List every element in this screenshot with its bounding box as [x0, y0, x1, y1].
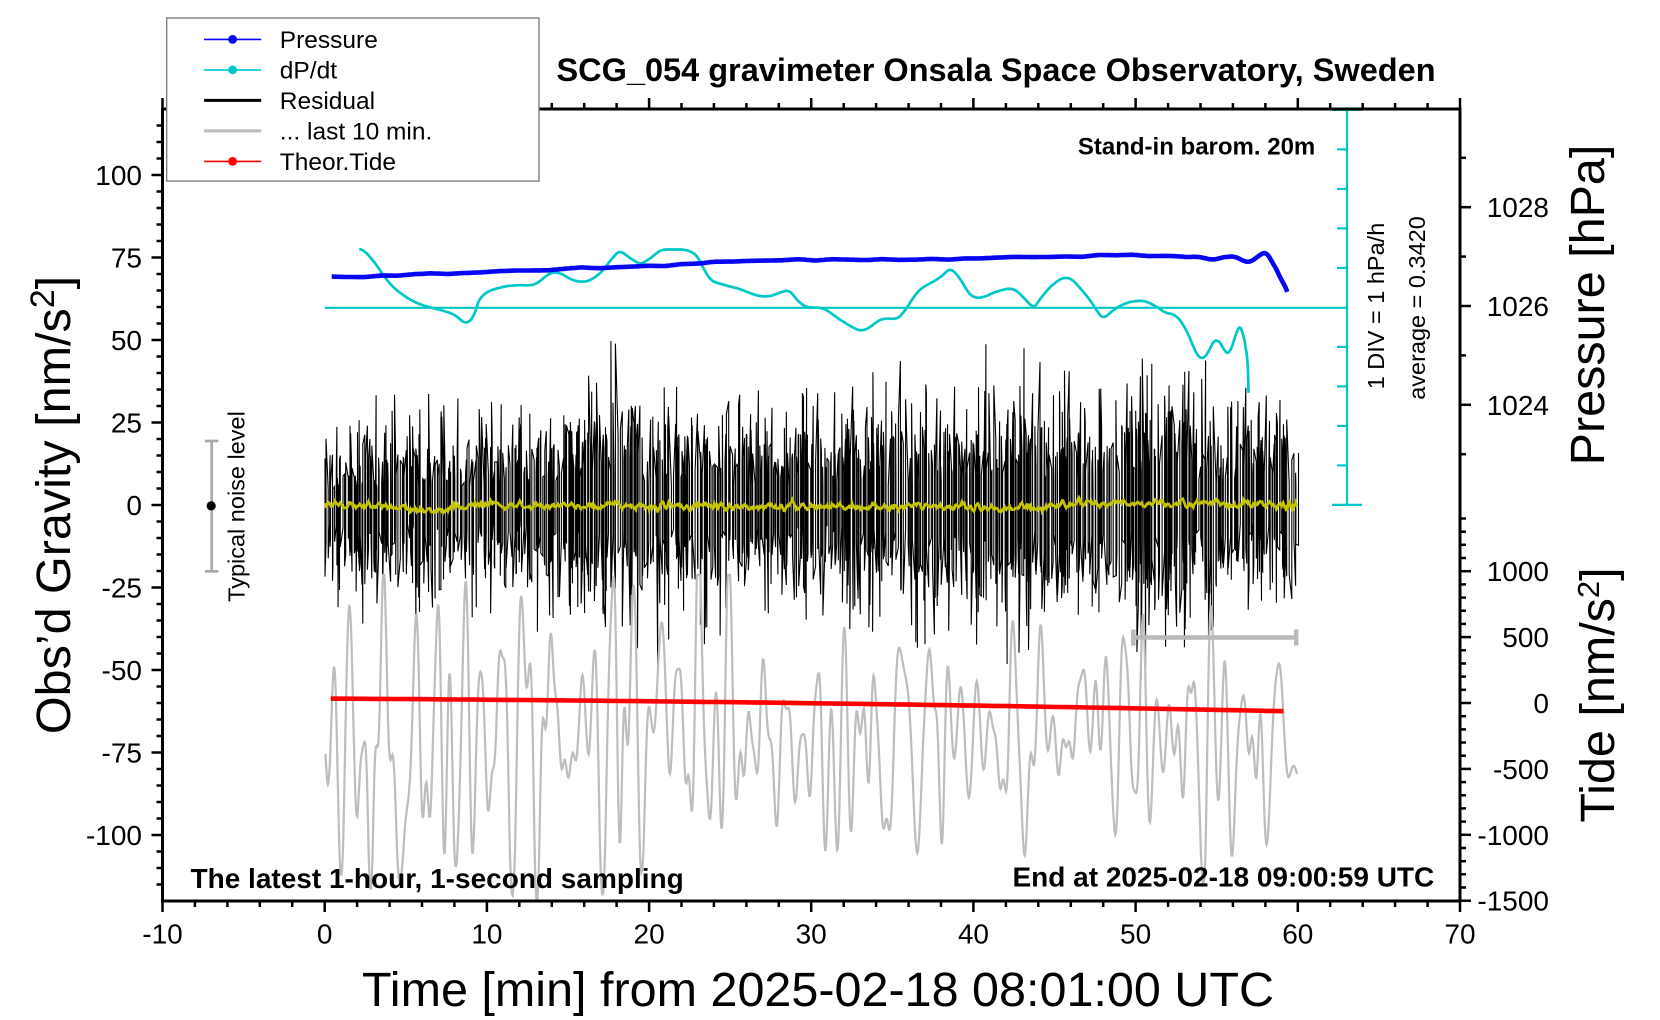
svg-text:25: 25 [111, 408, 142, 439]
svg-text:-500: -500 [1493, 754, 1549, 785]
svg-text:Theor.Tide: Theor.Tide [280, 149, 396, 176]
svg-text:-75: -75 [102, 738, 142, 769]
svg-text:20: 20 [634, 919, 665, 950]
svg-text:0: 0 [317, 919, 333, 950]
svg-text:1 DIV = 1 hPa/h: 1 DIV = 1 hPa/h [1363, 223, 1389, 390]
svg-text:-1000: -1000 [1477, 820, 1549, 851]
svg-text:50: 50 [1120, 919, 1151, 950]
svg-text:Stand-in barom. 20m: Stand-in barom. 20m [1078, 134, 1315, 161]
svg-text:-10: -10 [142, 919, 182, 950]
svg-text:40: 40 [958, 919, 989, 950]
svg-text:100: 100 [95, 160, 142, 191]
svg-text:-100: -100 [86, 820, 142, 851]
svg-text:The latest 1-hour, 1-second sa: The latest 1-hour, 1-second sampling [191, 863, 684, 894]
svg-text:10: 10 [471, 919, 502, 950]
svg-text:500: 500 [1502, 622, 1549, 653]
svg-text:Obs’d Gravity [nm/s2]: Obs’d Gravity [nm/s2] [24, 276, 81, 734]
svg-text:-50: -50 [102, 655, 142, 686]
svg-text:Pressure [hPa]: Pressure [hPa] [1561, 145, 1615, 466]
svg-text:30: 30 [796, 919, 827, 950]
svg-text:-25: -25 [102, 573, 142, 604]
svg-text:0: 0 [126, 490, 142, 521]
svg-text:-1500: -1500 [1477, 886, 1549, 917]
svg-text:1026: 1026 [1487, 291, 1549, 322]
svg-text:Tide [nm/s2]: Tide [nm/s2] [1571, 567, 1625, 822]
svg-text:dP/dt: dP/dt [280, 58, 337, 85]
svg-text:End at 2025-02-18 09:00:59 UTC: End at 2025-02-18 09:00:59 UTC [1013, 861, 1435, 892]
svg-text:Time [min] from 2025-02-18 08:: Time [min] from 2025-02-18 08:01:00 UTC [362, 963, 1274, 1017]
svg-text:Pressure: Pressure [280, 27, 378, 54]
svg-text:60: 60 [1282, 919, 1313, 950]
svg-text:Typical noise level: Typical noise level [224, 411, 250, 602]
svg-text:0: 0 [1533, 688, 1549, 719]
svg-text:1000: 1000 [1487, 556, 1549, 587]
svg-text:75: 75 [111, 243, 142, 274]
svg-text:1024: 1024 [1487, 390, 1549, 421]
svg-text:SCG_054 gravimeter Onsala Spac: SCG_054 gravimeter Onsala Space Observat… [556, 52, 1435, 88]
svg-text:70: 70 [1444, 919, 1475, 950]
svg-text:50: 50 [111, 325, 142, 356]
svg-text:Residual: Residual [280, 88, 375, 115]
svg-text:1028: 1028 [1487, 192, 1549, 223]
svg-text:... last 10 min.: ... last 10 min. [280, 119, 433, 146]
svg-text:average = 0.3420: average = 0.3420 [1404, 216, 1430, 400]
